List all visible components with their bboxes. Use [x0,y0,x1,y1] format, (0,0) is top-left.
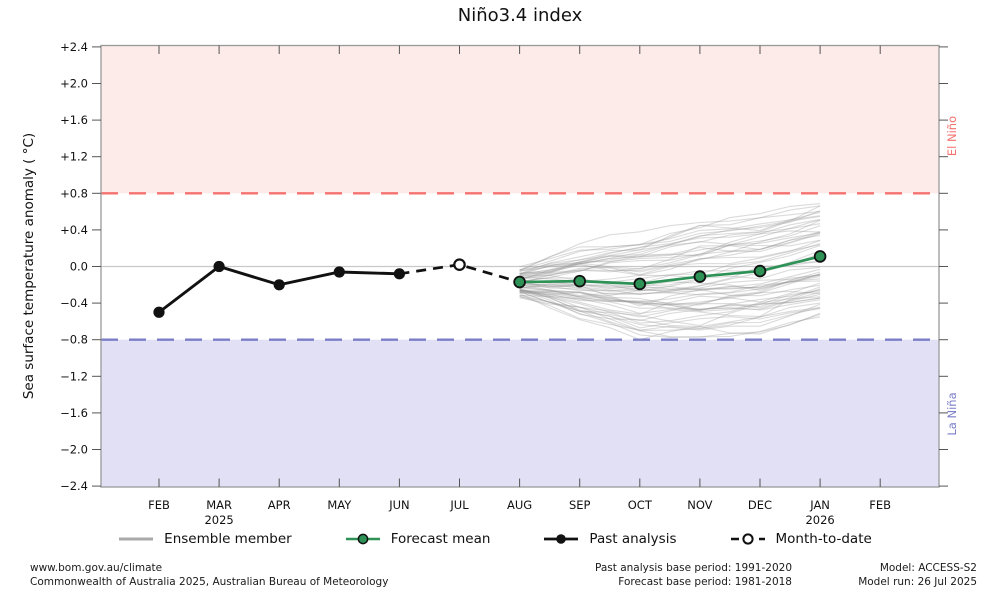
threshold-bands [101,45,939,487]
svg-text:+0.8: +0.8 [60,186,88,200]
svg-text:2026: 2026 [805,513,834,527]
svg-text:+2.4: +2.4 [60,40,88,54]
svg-text:DEC: DEC [748,498,772,512]
svg-text:−1.2: −1.2 [60,369,88,383]
svg-text:2025: 2025 [204,513,233,527]
svg-text:−0.8: −0.8 [60,333,88,347]
legend-label-forecast-mean: Forecast mean [390,531,491,547]
svg-text:MAR: MAR [206,498,232,512]
footer-model: Model: ACCESS-S2 [879,562,977,574]
legend-item-forecast-mean: Forecast mean [344,531,491,547]
legend-item-ensemble-member: Ensemble member [117,531,292,547]
legend-label-ensemble-member: Ensemble member [164,531,292,547]
footer-model-info: Model: ACCESS-S2 Model run: 26 Jul 2025 [858,562,977,589]
svg-text:MAY: MAY [327,498,352,512]
legend: Ensemble member Forecast mean Past analy… [0,531,989,547]
chart-title: Niño3.4 index [457,5,583,26]
la-nina-band-label: La Niña [945,392,959,435]
footer-forecast-base-period: Forecast base period: 1981-2018 [618,575,792,588]
y-axis-title: Sea surface temperature anomaly ( °C) [21,133,37,399]
svg-text:AUG: AUG [507,498,532,512]
svg-text:JAN: JAN [809,498,830,512]
legend-label-month-to-date: Month-to-date [775,531,872,547]
svg-text:+1.2: +1.2 [60,150,88,164]
el-nino-band-label: El Niño [945,116,959,156]
footer-model-run: Model run: 26 Jul 2025 [858,575,977,588]
ensemble-member-line-icon [119,537,154,541]
forecast-mean-line [519,255,821,286]
svg-text:JUL: JUL [449,498,469,512]
svg-text:+2.0: +2.0 [60,77,88,91]
footer-source: www.bom.gov.au/climate Commonwealth of A… [30,562,388,589]
footer-copyright: Commonwealth of Australia 2025, Australi… [30,575,389,588]
ensemble-members [519,203,821,341]
svg-text:JUN: JUN [388,498,409,512]
svg-text:NOV: NOV [687,498,712,512]
month-to-date-marker [453,258,466,271]
legend-item-past-analysis: Past analysis [542,531,677,547]
legend-label-past-analysis: Past analysis [589,531,677,547]
svg-text:−2.4: −2.4 [60,479,88,493]
legend-item-month-to-date: Month-to-date [729,531,872,547]
svg-text:OCT: OCT [628,498,653,512]
past-analysis-markers [153,260,405,318]
nino34-chart: +2.4 +2.0 +1.6 +1.2 +0.8 +0.4 0.0 −0.4 −0.8 −1.2 −… [21,40,959,527]
svg-text:APR: APR [268,498,291,512]
axis-labels: +2.4 +2.0 +1.6 +1.2 +0.8 +0.4 0.0 −0.4 −0.8 −1.2 −… [60,40,891,527]
svg-text:−0.4: −0.4 [60,296,88,310]
forecast-mean-line-icon [345,533,380,545]
svg-text:−1.6: −1.6 [60,406,88,420]
footer-base-periods: Past analysis base period: 1991-2020 For… [595,562,792,589]
forecast-mean-markers [513,250,827,291]
svg-text:−2.0: −2.0 [60,443,88,457]
month-to-date-line-icon [730,533,765,545]
past-analysis-line-icon [544,534,579,544]
svg-text:+0.4: +0.4 [60,223,88,237]
svg-text:FEB: FEB [869,498,891,512]
axes [92,45,948,487]
svg-text:+1.6: +1.6 [60,113,88,127]
svg-text:FEB: FEB [148,498,170,512]
svg-text:0.0: 0.0 [70,260,88,274]
svg-text:SEP: SEP [569,498,591,512]
footer-past-base-period: Past analysis base period: 1991-2020 [595,562,792,574]
footer-url: www.bom.gov.au/climate [30,562,163,574]
